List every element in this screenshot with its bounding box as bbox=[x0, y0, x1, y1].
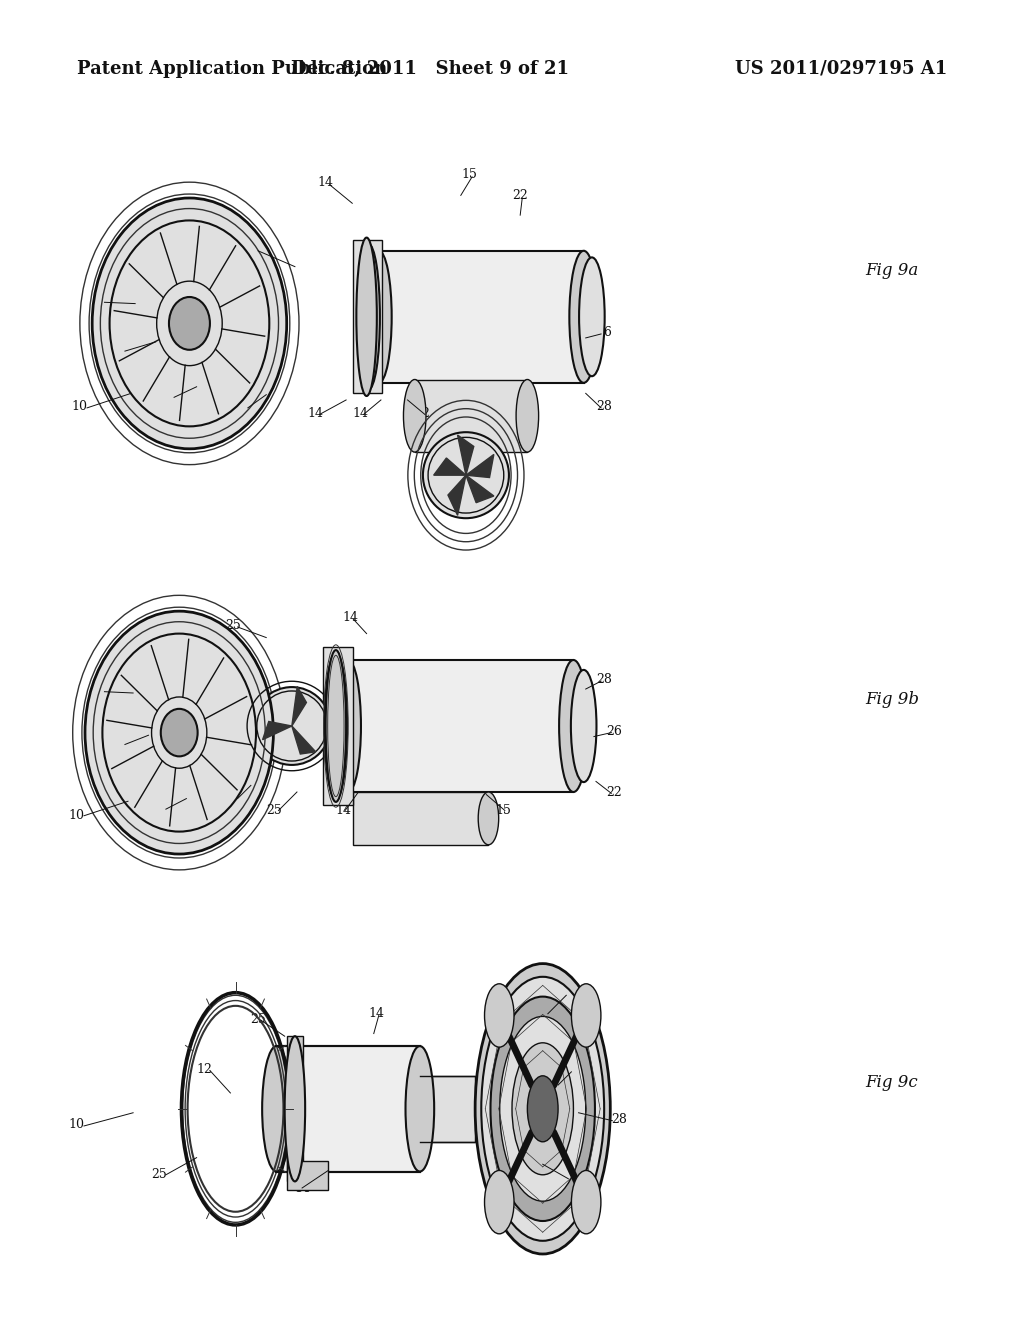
Text: 14: 14 bbox=[294, 1181, 310, 1195]
Text: 22: 22 bbox=[512, 189, 528, 202]
Text: 28: 28 bbox=[596, 400, 612, 413]
Text: 26: 26 bbox=[565, 1063, 582, 1076]
Bar bbox=[276, 1045, 420, 1172]
Ellipse shape bbox=[169, 297, 210, 350]
Ellipse shape bbox=[285, 1036, 305, 1181]
Ellipse shape bbox=[403, 380, 426, 451]
Bar bbox=[379, 251, 584, 383]
Bar bbox=[287, 1036, 303, 1181]
Text: 10: 10 bbox=[69, 1118, 85, 1131]
Text: 28: 28 bbox=[611, 1113, 628, 1126]
Ellipse shape bbox=[356, 238, 377, 396]
Circle shape bbox=[253, 688, 331, 764]
Text: 12: 12 bbox=[414, 407, 430, 420]
Text: 38: 38 bbox=[154, 801, 170, 814]
Ellipse shape bbox=[326, 651, 346, 803]
Ellipse shape bbox=[512, 1043, 573, 1175]
Ellipse shape bbox=[559, 660, 588, 792]
Text: Fig 9b: Fig 9b bbox=[865, 692, 920, 708]
Text: 15: 15 bbox=[496, 804, 512, 817]
Text: 25: 25 bbox=[246, 242, 262, 255]
Ellipse shape bbox=[367, 251, 391, 383]
Polygon shape bbox=[466, 454, 494, 478]
Text: 26: 26 bbox=[606, 725, 623, 738]
Text: 25: 25 bbox=[225, 619, 242, 632]
Ellipse shape bbox=[484, 983, 514, 1047]
Polygon shape bbox=[292, 686, 306, 726]
Text: 12: 12 bbox=[225, 791, 242, 804]
Text: 14: 14 bbox=[342, 611, 358, 624]
Text: 14: 14 bbox=[352, 407, 369, 420]
Polygon shape bbox=[292, 726, 315, 754]
Bar bbox=[353, 240, 382, 393]
Ellipse shape bbox=[490, 997, 595, 1221]
Polygon shape bbox=[262, 722, 292, 739]
Text: 14: 14 bbox=[369, 1007, 385, 1020]
Ellipse shape bbox=[481, 977, 604, 1241]
Text: 24: 24 bbox=[560, 987, 577, 1001]
Ellipse shape bbox=[500, 1016, 586, 1201]
Circle shape bbox=[423, 432, 509, 519]
Ellipse shape bbox=[357, 244, 380, 389]
Text: 40: 40 bbox=[113, 343, 129, 356]
Ellipse shape bbox=[336, 660, 361, 792]
Ellipse shape bbox=[325, 653, 347, 799]
Ellipse shape bbox=[571, 1171, 601, 1234]
Ellipse shape bbox=[527, 1076, 558, 1142]
Polygon shape bbox=[434, 458, 466, 475]
Text: 25: 25 bbox=[250, 1012, 266, 1026]
Polygon shape bbox=[447, 475, 466, 515]
Ellipse shape bbox=[92, 198, 287, 449]
Ellipse shape bbox=[478, 792, 499, 845]
Text: US 2011/0297195 A1: US 2011/0297195 A1 bbox=[735, 59, 947, 78]
Ellipse shape bbox=[580, 257, 604, 376]
Text: 28: 28 bbox=[596, 673, 612, 686]
Text: 10: 10 bbox=[72, 400, 88, 413]
Text: 15: 15 bbox=[461, 168, 477, 181]
Bar bbox=[287, 1160, 328, 1189]
Text: 14: 14 bbox=[335, 804, 351, 817]
Ellipse shape bbox=[569, 251, 598, 383]
Ellipse shape bbox=[484, 1171, 514, 1234]
Text: 42: 42 bbox=[92, 684, 109, 697]
Text: Patent Application Publication: Patent Application Publication bbox=[77, 59, 387, 78]
Text: 22: 22 bbox=[606, 785, 623, 799]
Bar bbox=[323, 647, 353, 805]
Bar bbox=[420, 1076, 475, 1142]
Text: 26: 26 bbox=[596, 326, 612, 339]
Ellipse shape bbox=[475, 964, 610, 1254]
Text: 24: 24 bbox=[560, 1172, 577, 1185]
Text: 38: 38 bbox=[161, 389, 177, 403]
Bar bbox=[348, 660, 573, 792]
Polygon shape bbox=[466, 475, 494, 503]
Text: 10: 10 bbox=[69, 809, 85, 822]
Text: Dec. 8, 2011   Sheet 9 of 21: Dec. 8, 2011 Sheet 9 of 21 bbox=[291, 59, 569, 78]
Text: 42: 42 bbox=[92, 294, 109, 308]
Polygon shape bbox=[458, 436, 474, 475]
Bar bbox=[353, 792, 488, 845]
Ellipse shape bbox=[571, 671, 596, 781]
Text: 12: 12 bbox=[197, 1063, 213, 1076]
Ellipse shape bbox=[262, 1045, 291, 1172]
Bar bbox=[415, 380, 527, 451]
Ellipse shape bbox=[85, 611, 273, 854]
Text: 14: 14 bbox=[317, 176, 334, 189]
Ellipse shape bbox=[161, 709, 198, 756]
Text: 40: 40 bbox=[113, 737, 129, 750]
Ellipse shape bbox=[406, 1045, 434, 1172]
Text: Fig 9a: Fig 9a bbox=[865, 263, 919, 279]
Text: 25: 25 bbox=[266, 804, 283, 817]
Text: 25: 25 bbox=[236, 400, 252, 413]
Ellipse shape bbox=[516, 380, 539, 451]
Text: 25: 25 bbox=[151, 1168, 167, 1181]
Text: 14: 14 bbox=[307, 407, 324, 420]
Ellipse shape bbox=[571, 983, 601, 1047]
Text: Fig 9c: Fig 9c bbox=[865, 1074, 918, 1090]
